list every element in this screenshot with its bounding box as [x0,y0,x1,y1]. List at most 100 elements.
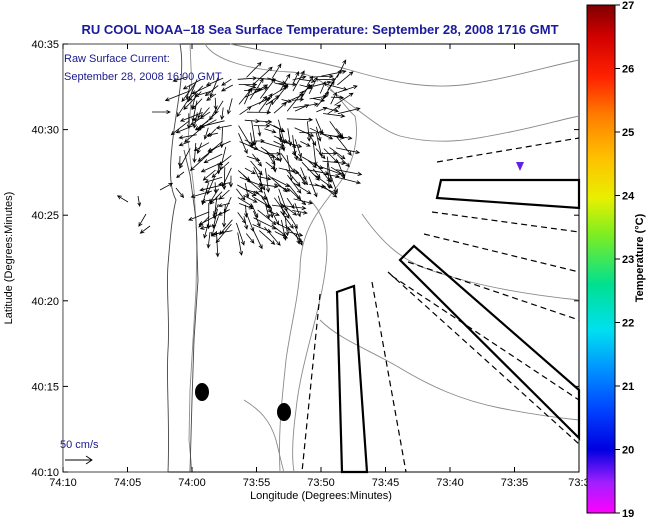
current-vector-arrow [314,183,338,195]
current-vector-arrow [337,160,346,180]
nj-coastline [62,43,183,473]
current-vector-arrow [299,174,306,186]
current-vector-arrow [239,141,259,150]
current-vector-arrow [286,117,314,122]
boundary-1 [436,137,580,163]
current-vector-arrow [327,104,342,115]
current-vector-arrow [237,76,258,81]
current-vector-arrow [330,175,338,194]
current-vector-arrow [322,107,340,113]
current-vector-arrow [315,118,323,135]
current-vector-arrow [190,111,211,126]
current-vector-arrow [321,184,338,198]
current-vector-arrow [243,216,249,230]
current-vector-arrow [206,175,216,195]
current-vector-arrow [192,142,197,164]
current-vector-arrow [204,176,223,184]
scale-label: 50 cm/s [60,439,99,451]
current-vector-arrow [236,222,245,246]
current-vector-arrow [272,63,282,78]
current-vector-arrow [264,128,277,134]
current-vector-arrow [206,93,217,101]
current-vector-arrow [271,211,280,226]
current-vector-arrow [279,73,291,92]
current-vector-arrow [322,151,338,156]
zone-boundaries [301,137,580,473]
current-vector-arrow [211,161,230,178]
current-vector-arrow [258,119,273,124]
current-vector-arrow [294,139,302,158]
current-vector-arrow [213,203,219,216]
colorbar-tick-label: 24 [622,191,635,203]
colorbar-tick-label: 27 [622,0,634,12]
current-vector-arrow [278,167,300,175]
current-vector-arrow [199,224,217,230]
y-tick-label: 40:15 [31,381,59,393]
current-vector-arrow [278,119,286,145]
colorbar-tick-label: 23 [622,254,634,266]
current-vector-arrow [335,128,344,138]
current-vector-arrow [334,92,354,106]
boundary-5 [391,275,580,401]
contour-20m [204,43,357,473]
y-tick-label: 40:20 [31,296,59,308]
current-vector-arrow [215,223,232,244]
current-vector-arrow [253,210,261,228]
buoy-2 [277,403,291,421]
current-vector-arrow [267,210,280,216]
current-vector-arrow [291,97,305,102]
current-vector-arrow [137,195,142,207]
current-vector-arrow [203,223,209,239]
current-vector-arrow [287,231,304,237]
x-tick-label: 73:55 [243,477,271,489]
contour-40m [329,89,580,142]
sst-marker [516,162,524,171]
current-vector-arrow [294,226,303,246]
plot-area: 50 cm/s Raw Surface Current: September 2… [60,43,581,474]
current-vector-arrow [237,232,244,256]
current-vector-arrow [204,85,219,97]
current-vector-arrow [278,148,283,163]
current-vector-arrow [212,230,233,236]
current-vector-arrow [329,147,346,160]
current-vector-arrow [308,176,318,198]
current-vector-arrow [335,176,362,185]
x-tick-label: 73:35 [501,477,529,489]
barrier-island [183,149,199,473]
current-vector-arrow [253,66,273,85]
x-axis-label: Longitude (Degrees:Minutes) [250,490,392,502]
current-vector-arrow [279,134,286,152]
current-vector-arrow [323,113,346,118]
current-vector-arrow [192,117,205,122]
x-tick-label: 73:40 [436,477,464,489]
current-vector-arrow [259,230,276,245]
current-vector-arrow [239,176,263,187]
current-vector-arrow [295,233,301,245]
current-vector-arrow [206,231,211,249]
current-vector-arrow [300,141,311,147]
current-vector-arrow [336,59,347,78]
current-vector-arrow [322,160,347,166]
current-vector-arrow [175,124,195,134]
contour-50m [292,199,328,473]
colorbar-tick-label: 22 [622,318,634,330]
zone-south-bar [335,284,369,474]
colorbar-label: Temperature (°C) [634,213,646,302]
current-vector-arrow [189,153,210,172]
current-vector-arrow [319,81,326,94]
current-vector-arrow [209,191,223,205]
current-vector-arrow [292,70,305,92]
current-vector-arrow [272,156,277,173]
current-vector-arrow [243,175,252,183]
current-vector-arrow [288,188,307,206]
current-vector-arrow [207,140,231,152]
contour-10m [187,43,198,473]
current-vector-arrow [330,95,345,100]
current-vector-arrow [244,167,256,175]
current-vector-arrow [292,210,308,215]
x-tick-label: 73:45 [372,477,400,489]
current-vector-arrow [337,85,358,93]
current-vector-arrow [214,100,224,115]
current-vector-arrow [213,182,218,194]
